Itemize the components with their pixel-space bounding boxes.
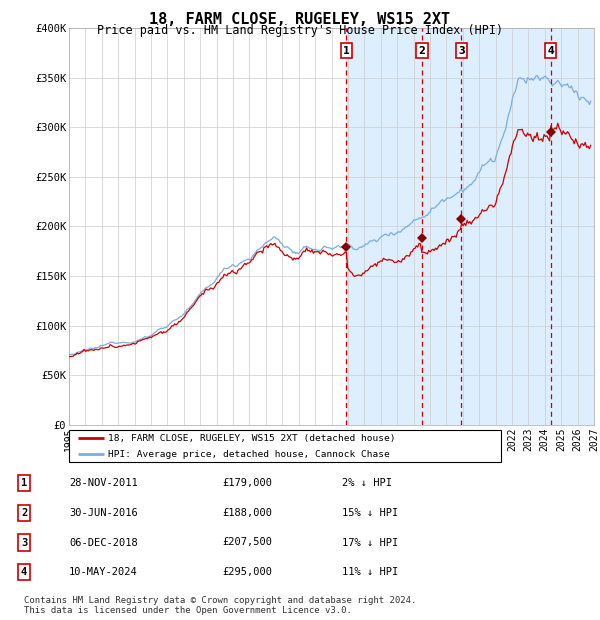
- Text: 1: 1: [343, 46, 350, 56]
- Text: 28-NOV-2011: 28-NOV-2011: [69, 478, 138, 488]
- Text: 11% ↓ HPI: 11% ↓ HPI: [342, 567, 398, 577]
- Bar: [553, 28, 594, 425]
- Text: 4: 4: [21, 567, 27, 577]
- Text: 10-MAY-2024: 10-MAY-2024: [69, 567, 138, 577]
- Text: 15% ↓ HPI: 15% ↓ HPI: [342, 508, 398, 518]
- Text: 18, FARM CLOSE, RUGELEY, WS15 2XT (detached house): 18, FARM CLOSE, RUGELEY, WS15 2XT (detac…: [108, 434, 395, 443]
- Text: 1: 1: [21, 478, 27, 488]
- Bar: [346, 28, 594, 425]
- Text: 2: 2: [21, 508, 27, 518]
- Text: 4: 4: [547, 46, 554, 56]
- Text: Contains HM Land Registry data © Crown copyright and database right 2024.
This d: Contains HM Land Registry data © Crown c…: [24, 596, 416, 615]
- Text: £295,000: £295,000: [222, 567, 272, 577]
- Text: 2: 2: [418, 46, 425, 56]
- Text: 3: 3: [458, 46, 465, 56]
- Text: HPI: Average price, detached house, Cannock Chase: HPI: Average price, detached house, Cann…: [108, 450, 389, 459]
- Text: £179,000: £179,000: [222, 478, 272, 488]
- Text: £188,000: £188,000: [222, 508, 272, 518]
- Text: 18, FARM CLOSE, RUGELEY, WS15 2XT: 18, FARM CLOSE, RUGELEY, WS15 2XT: [149, 12, 451, 27]
- Text: 2% ↓ HPI: 2% ↓ HPI: [342, 478, 392, 488]
- Text: 06-DEC-2018: 06-DEC-2018: [69, 538, 138, 547]
- FancyBboxPatch shape: [69, 430, 501, 462]
- Text: 30-JUN-2016: 30-JUN-2016: [69, 508, 138, 518]
- Text: 17% ↓ HPI: 17% ↓ HPI: [342, 538, 398, 547]
- Text: £207,500: £207,500: [222, 538, 272, 547]
- Text: 3: 3: [21, 538, 27, 547]
- Text: Price paid vs. HM Land Registry's House Price Index (HPI): Price paid vs. HM Land Registry's House …: [97, 24, 503, 37]
